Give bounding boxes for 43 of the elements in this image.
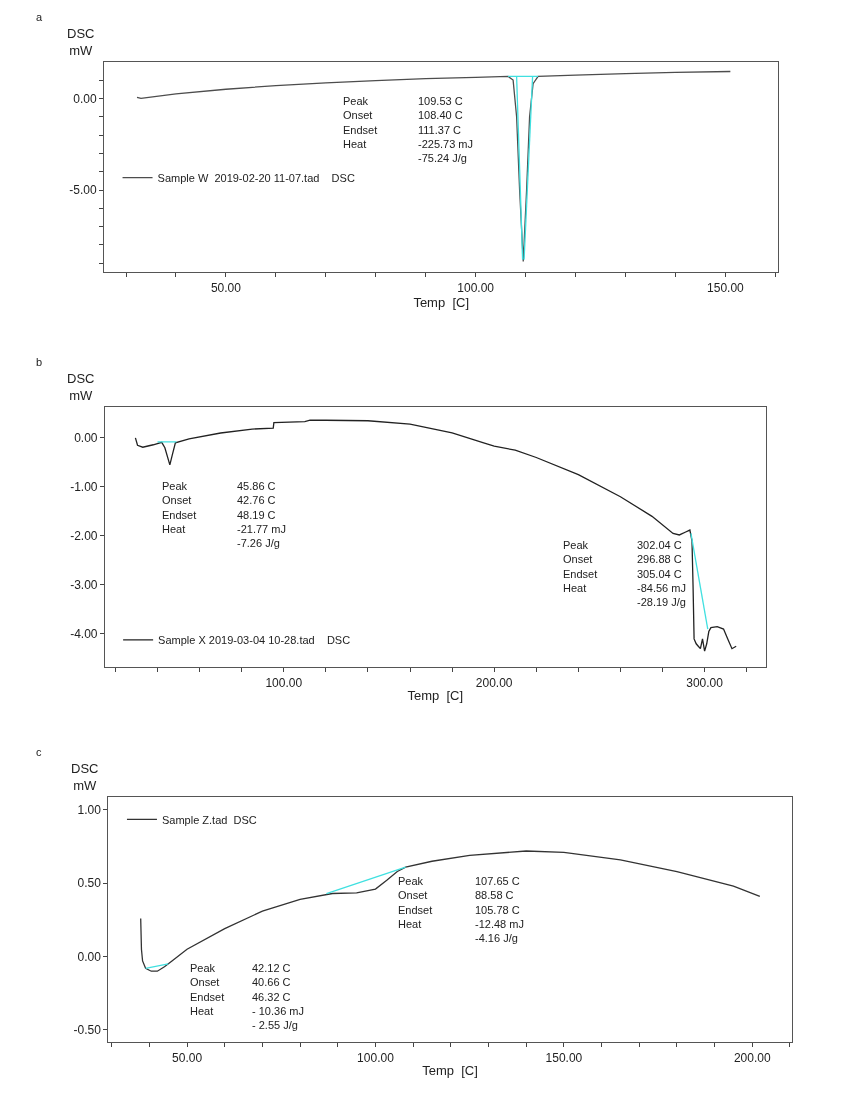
- annotation: 45.86 C 42.76 C 48.19 C -21.77 mJ -7.26 J/g: [237, 480, 286, 550]
- y-axis-title: DSC mW: [67, 371, 95, 403]
- legend-label: Sample Z.tad DSC: [161, 813, 257, 826]
- y-tick-label: -0.50: [73, 1023, 102, 1038]
- annotation: Peak Onset Endset Heat: [190, 962, 225, 1017]
- y-tick-label: 0.00: [73, 91, 97, 106]
- annotation: 42.12 C 40.66 C 46.32 C - 10.36 mJ - 2.55 J/g: [252, 962, 304, 1032]
- x-axis-title: Temp [C]: [407, 688, 464, 704]
- annotation: 109.53 C 108.40 C 111.37 C -225.73 mJ -75.24 J/g: [418, 95, 474, 165]
- chart-title: c: [36, 746, 42, 758]
- x-axis-title: Temp [C]: [422, 1063, 478, 1079]
- chart-title: b: [36, 356, 43, 368]
- x-tick-label: 150.00: [545, 1050, 583, 1065]
- y-tick-label: 0.50: [77, 876, 102, 891]
- x-tick-label: 200.00: [475, 675, 513, 690]
- y-tick-label: 1.00: [77, 803, 102, 818]
- x-tick-label: 100.00: [265, 675, 303, 690]
- legend-label: Sample X 2019-03-04 10-28.tad DSC: [158, 634, 351, 647]
- annotation: Peak Onset Endset Heat: [398, 875, 433, 930]
- x-tick-label: 200.00: [733, 1050, 771, 1065]
- y-tick-label: -1.00: [70, 480, 98, 495]
- x-tick-label: 100.00: [457, 280, 495, 295]
- annotation: Peak Onset Endset Heat: [563, 539, 598, 594]
- x-tick-label: 100.00: [357, 1050, 395, 1065]
- x-tick-label: 150.00: [707, 280, 745, 295]
- legend-label: Sample W 2019-02-20 11-07.tad DSC: [157, 171, 355, 184]
- y-tick-label: 0.00: [77, 949, 102, 964]
- y-tick-label: 0.00: [74, 431, 98, 446]
- annotation: 302.04 C 296.88 C 305.04 C -84.56 mJ -28.19 J/g: [637, 539, 686, 609]
- annotation: 107.65 C 88.58 C 105.78 C -12.48 mJ -4.16 J/g: [475, 875, 524, 945]
- annotation: Peak Onset Endset Heat: [162, 480, 197, 535]
- y-tick-label: -2.00: [70, 529, 98, 544]
- y-tick-label: -4.00: [70, 627, 98, 642]
- y-tick-label: -5.00: [69, 183, 97, 198]
- x-tick-label: 50.00: [210, 280, 242, 295]
- y-axis-title: DSC mW: [71, 761, 99, 793]
- x-tick-label: 300.00: [686, 675, 724, 690]
- y-axis-title: DSC mW: [67, 26, 95, 58]
- x-axis-title: Temp [C]: [413, 294, 469, 310]
- y-tick-label: -3.00: [70, 578, 98, 593]
- chart-title: a: [36, 11, 43, 23]
- annotation: Peak Onset Endset Heat: [343, 95, 378, 150]
- x-tick-label: 50.00: [172, 1050, 203, 1065]
